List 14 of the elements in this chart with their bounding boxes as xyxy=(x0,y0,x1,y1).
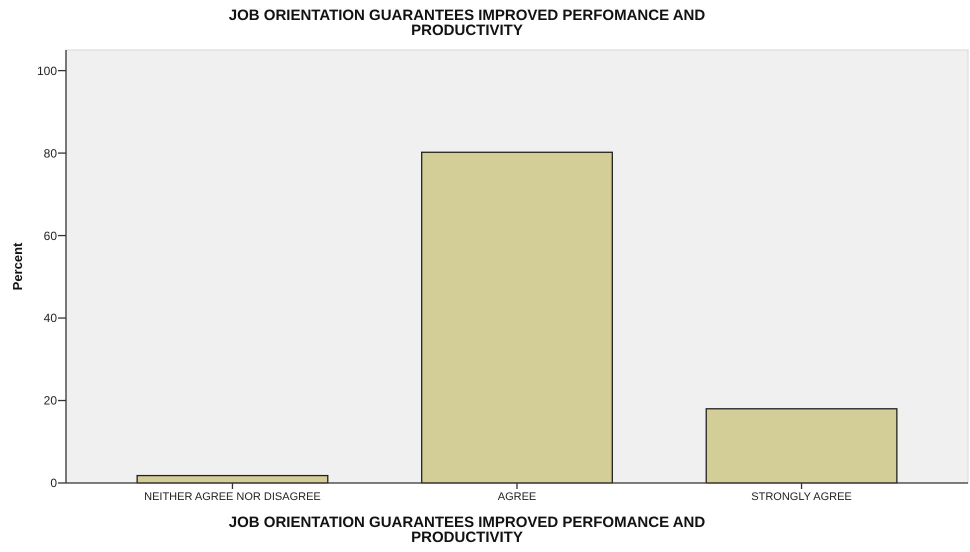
y-tick-label: 0 xyxy=(50,476,58,490)
y-tick-label: 60 xyxy=(44,228,58,243)
x-axis-title: JOB ORIENTATION GUARANTEES IMPROVED PERFOMANCE AND PRODUCTIVITY xyxy=(228,514,706,546)
bar xyxy=(421,152,613,484)
y-tick-label: 100 xyxy=(36,64,58,78)
chart-title: JOB ORIENTATION GUARANTEES IMPROVED PERFOMANCE AND PRODUCTIVITY xyxy=(228,7,706,39)
y-tick-label: 80 xyxy=(44,146,58,160)
x-tick-label: NEITHER AGREE NOR DISAGREE xyxy=(144,491,321,503)
y-axis-title: Percent xyxy=(10,242,25,290)
bar xyxy=(706,408,898,484)
x-tick-label: STRONGLY AGREE xyxy=(751,491,852,503)
y-tick-label: 20 xyxy=(44,394,58,408)
y-tick-label: 40 xyxy=(44,311,58,326)
x-tick-label: AGREE xyxy=(498,491,536,503)
